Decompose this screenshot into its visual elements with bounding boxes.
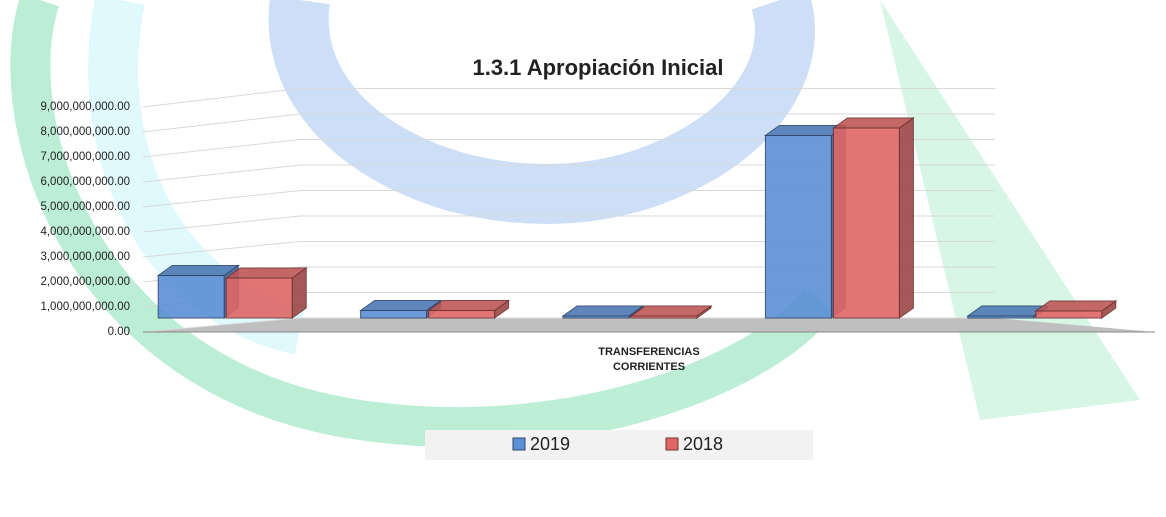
- bar: [563, 316, 629, 318]
- y-tick-label: 5,000,000,000.00: [40, 201, 130, 213]
- bar: [361, 311, 427, 319]
- bar: [833, 128, 899, 318]
- bar: [765, 136, 831, 319]
- y-tick-label: 2,000,000,000.00: [40, 276, 130, 288]
- legend-label: 2018: [683, 434, 723, 454]
- y-tick-label: 1,000,000,000.00: [40, 301, 130, 313]
- y-tick-label: 0.00: [108, 326, 130, 338]
- legend-swatch: [666, 438, 678, 450]
- y-tick-label: 4,000,000,000.00: [40, 226, 130, 238]
- bar: [158, 276, 224, 319]
- bar-top: [563, 306, 643, 316]
- y-tick-label: 9,000,000,000.00: [40, 101, 130, 113]
- bar-top: [361, 301, 441, 311]
- bar-top: [226, 268, 306, 278]
- bar: [1036, 311, 1102, 318]
- bar-top: [1036, 301, 1116, 311]
- legend-label: 2019: [530, 434, 570, 454]
- bar: [631, 316, 697, 318]
- bar: [429, 311, 495, 319]
- bar-top: [429, 301, 509, 311]
- bar-top: [631, 306, 711, 316]
- bar-side: [899, 118, 913, 318]
- bar: [968, 316, 1034, 318]
- bar-top: [833, 118, 913, 128]
- legend-swatch: [513, 438, 525, 450]
- y-tick-label: 8,000,000,000.00: [40, 126, 130, 138]
- legend-box: [425, 430, 813, 460]
- floor: [143, 318, 1155, 332]
- y-tick-label: 6,000,000,000.00: [40, 176, 130, 188]
- bar-top: [158, 266, 238, 276]
- y-tick-label: 3,000,000,000.00: [40, 251, 130, 263]
- bar: [226, 278, 292, 318]
- y-tick-label: 7,000,000,000.00: [40, 151, 130, 163]
- chart: 1.3.1 Apropiación Inicial 0.00 1,000,000,…: [0, 0, 1166, 517]
- chart-title: 1.3.1 Apropiación Inicial: [472, 55, 723, 80]
- grid-line: [143, 89, 995, 108]
